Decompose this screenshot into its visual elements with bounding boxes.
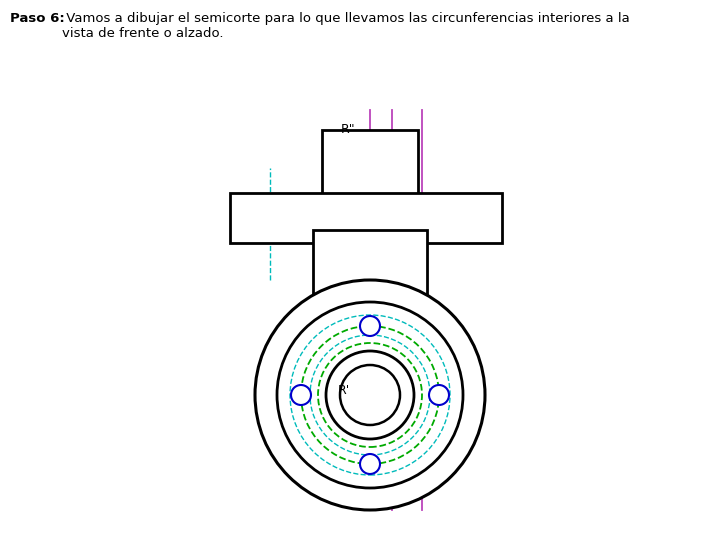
Circle shape [360, 316, 380, 336]
Circle shape [326, 351, 414, 439]
Circle shape [429, 385, 449, 405]
Bar [313, 230, 427, 345]
Bar [322, 130, 418, 230]
Bar [230, 193, 502, 243]
Circle shape [291, 385, 311, 405]
Circle shape [277, 302, 463, 488]
Circle shape [340, 365, 400, 425]
Circle shape [360, 454, 380, 474]
Text: Vamos a dibujar el semicorte para lo que llevamos las circunferencias interiores: Vamos a dibujar el semicorte para lo que… [62, 12, 630, 40]
Text: Paso 6:: Paso 6: [10, 12, 65, 25]
Text: R': R' [338, 383, 350, 396]
Circle shape [255, 280, 485, 510]
Text: R": R" [341, 123, 355, 136]
